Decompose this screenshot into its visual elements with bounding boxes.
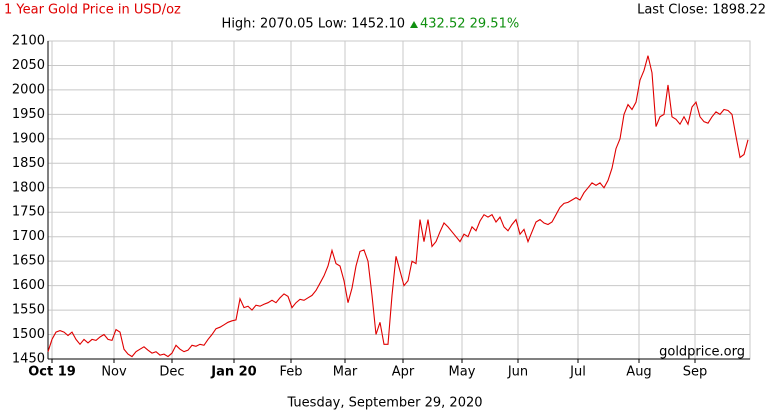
up-arrow — [410, 21, 418, 28]
x-tick-label: Sep — [683, 365, 708, 380]
x-tick-label: May — [449, 365, 476, 380]
y-tick-label: 1700 — [12, 229, 45, 244]
footer-date: Tuesday, September 29, 2020 — [286, 396, 482, 410]
y-tick-label: 1650 — [12, 254, 45, 269]
y-tick-label: 2000 — [12, 82, 45, 97]
x-tick-label: Mar — [333, 365, 358, 380]
y-tick-label: 1850 — [12, 156, 45, 171]
x-tick-label: Jun — [507, 365, 528, 380]
y-tick-label: 2100 — [12, 34, 45, 49]
x-tick-label: Jan 20 — [210, 365, 256, 380]
x-tick-label: Aug — [626, 365, 651, 380]
x-tick-label: Feb — [279, 365, 302, 380]
x-tick-label: Oct 19 — [28, 365, 76, 380]
y-tick-label: 1550 — [12, 303, 45, 318]
y-tick-label: 2050 — [12, 58, 45, 73]
x-tick-label: Jul — [569, 365, 586, 380]
x-tick-label: Nov — [101, 365, 127, 380]
watermark: goldprice.org — [659, 345, 745, 360]
chart-title: 1 Year Gold Price in USD/oz — [4, 3, 181, 18]
x-tick-label: Dec — [159, 365, 184, 380]
y-tick-label: 1500 — [12, 327, 45, 342]
y-tick-label: 1600 — [12, 278, 45, 293]
high-low: High: 2070.05 Low: 1452.10 — [222, 17, 405, 32]
x-tick-label: Apr — [392, 365, 415, 380]
y-tick-label: 1750 — [12, 205, 45, 220]
price-line — [47, 55, 749, 358]
y-tick-label: 1950 — [12, 107, 45, 122]
change: 432.52 29.51% — [420, 17, 519, 32]
y-tick-label: 1450 — [12, 352, 45, 367]
y-tick-label: 1900 — [12, 131, 45, 146]
y-tick-label: 1800 — [12, 180, 45, 195]
last-close: Last Close: 1898.22 — [637, 3, 766, 18]
